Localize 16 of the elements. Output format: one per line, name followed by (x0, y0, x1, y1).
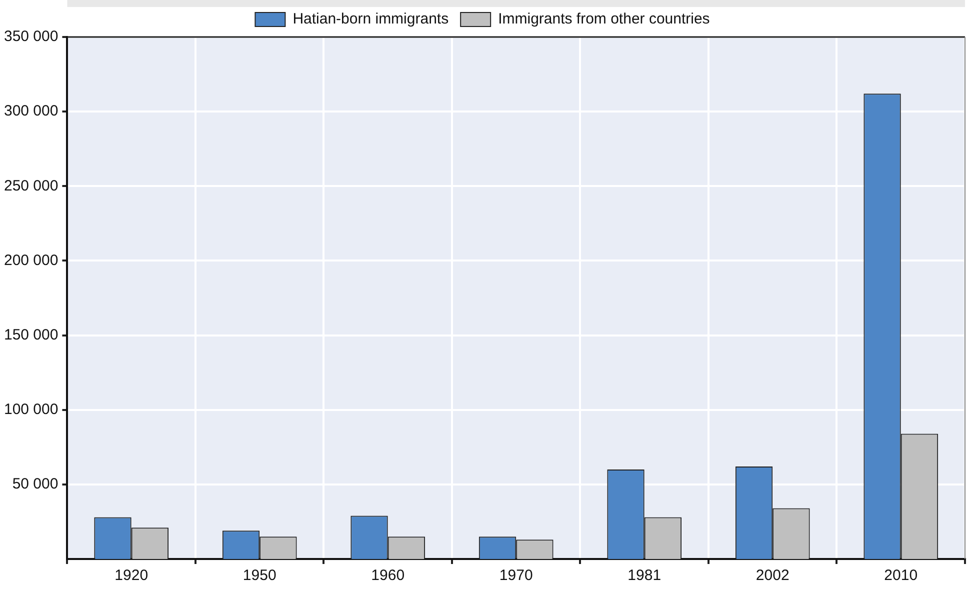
y-tick-label: 100 000 (4, 401, 58, 418)
x-tick-label: 1981 (628, 567, 662, 584)
y-tick-label: 300 000 (4, 102, 58, 120)
x-tick-label: 1920 (114, 567, 148, 584)
x-tick-label: 1970 (499, 567, 533, 584)
y-tick-label: 200 000 (4, 252, 58, 269)
y-tick-label: 150 000 (4, 326, 58, 344)
y-tick-label: 250 000 (4, 177, 58, 194)
legend-label: Immigrants from other countries (498, 10, 710, 28)
x-tick-label: 2010 (884, 567, 918, 584)
legend-label: Hatian-born immigrants (292, 10, 449, 28)
x-tick-label: 1960 (371, 567, 405, 584)
x-tick-label: 2002 (756, 567, 790, 584)
y-tick-label: 50 000 (12, 476, 58, 493)
x-tick-label: 1950 (242, 567, 276, 584)
y-tick-label: 350 000 (4, 28, 58, 46)
